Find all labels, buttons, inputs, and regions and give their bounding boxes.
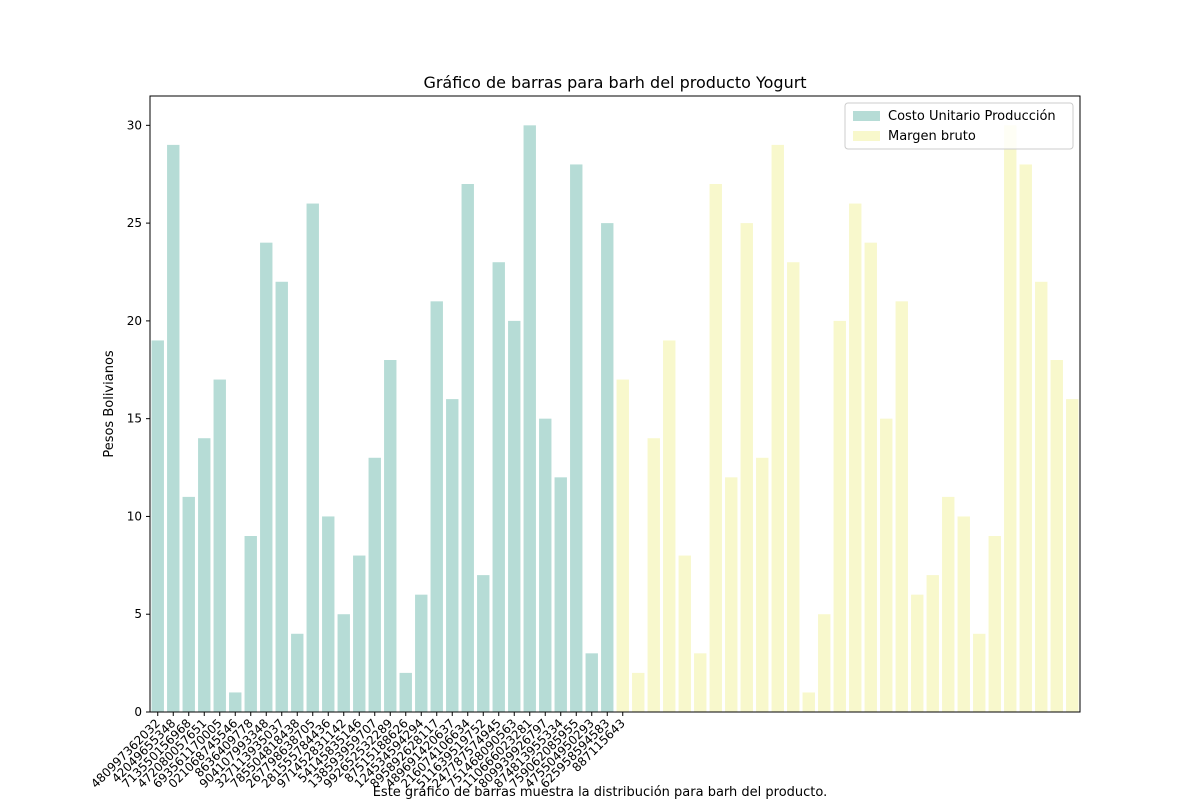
y-axis-label: Pesos Bolivianos [102,350,117,458]
bar [616,379,629,712]
bar [539,418,552,712]
bar [647,438,660,712]
bar [182,496,195,712]
bar [957,516,970,712]
y-tick-label: 30 [127,118,142,132]
bar [988,536,1001,712]
legend-label: Margen bruto [888,129,976,144]
bar [895,301,908,712]
chart-title: Gráfico de barras para barh del producto… [423,73,806,92]
bar [229,692,242,712]
bar [911,594,924,712]
bar [1050,360,1063,712]
bar [942,496,955,712]
y-tick-label: 15 [127,412,142,426]
bar [508,320,521,712]
bar [663,340,676,712]
bar [260,242,273,712]
bar [833,320,846,712]
bar [1019,164,1032,712]
bar [1004,125,1017,713]
bar [756,457,769,712]
bar [446,399,459,712]
y-tick-label: 25 [127,216,142,230]
bar [167,144,180,712]
bar [802,692,815,712]
caption: Este gráfico de barras muestra la distri… [373,785,828,800]
bar [678,555,691,712]
bar [973,633,986,712]
bar [523,125,536,713]
bar [306,203,319,713]
bar [337,614,350,712]
y-tick-label: 0 [134,705,142,719]
legend-swatch [853,111,880,121]
bar [632,672,645,712]
y-tick-label: 20 [127,314,142,328]
bar [151,340,164,712]
bar [849,203,862,713]
bar [477,575,490,712]
bar [291,633,304,712]
bar [275,281,288,712]
plot-frame [149,95,1081,713]
bar [415,594,428,712]
bar [570,164,583,712]
bar [213,379,226,712]
bar [461,184,474,712]
bar [818,614,831,712]
bar [322,516,335,712]
bar [725,477,738,712]
bar [585,653,598,712]
legend: Costo Unitario Producción Margen bruto [844,102,1074,150]
bar [880,418,893,712]
bar [198,438,211,712]
bar [740,223,753,712]
bar [244,536,257,712]
legend-box [844,102,1074,150]
bar [1035,281,1048,712]
bar [694,653,707,712]
bar [554,477,567,712]
y-tick-label: 10 [127,509,142,523]
bar [709,184,722,712]
bar [771,144,784,712]
bar [399,672,412,712]
bar [384,360,397,712]
bar [864,242,877,712]
bar [926,575,939,712]
bar [353,555,366,712]
bar [430,301,443,712]
bar [601,223,614,712]
legend-swatch [853,131,880,141]
y-tick-label: 5 [134,607,142,621]
legend-label: Costo Unitario Producción [888,109,1056,124]
bar [492,262,505,712]
bar [368,457,381,712]
bar [1066,399,1079,712]
bar [787,262,800,712]
